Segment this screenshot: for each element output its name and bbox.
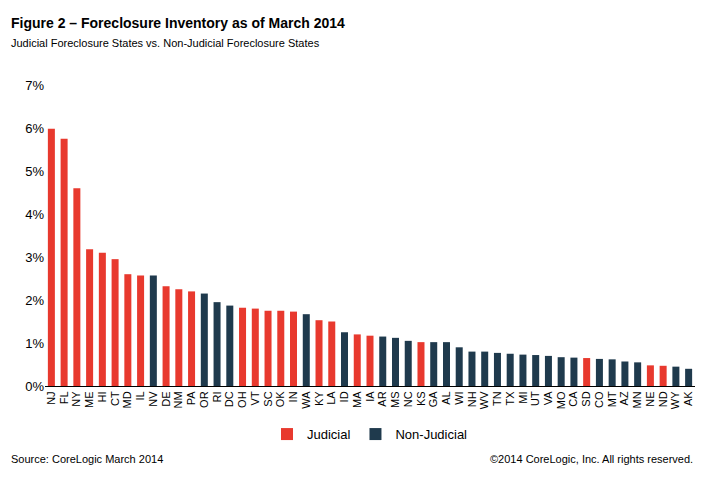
- svg-text:Non-Judicial: Non-Judicial: [395, 427, 467, 442]
- svg-text:7%: 7%: [25, 78, 44, 93]
- svg-text:AL: AL: [440, 391, 452, 404]
- svg-text:DE: DE: [160, 391, 172, 406]
- svg-text:IL: IL: [134, 391, 146, 400]
- svg-text:NM: NM: [172, 391, 184, 408]
- svg-text:VA: VA: [542, 391, 554, 406]
- svg-text:UT: UT: [529, 391, 541, 406]
- svg-text:Judicial: Judicial: [307, 427, 350, 442]
- svg-text:CT: CT: [109, 391, 121, 406]
- svg-text:MN: MN: [631, 391, 643, 408]
- svg-text:MS: MS: [389, 391, 401, 408]
- svg-text:Source: CoreLogic March 2014: Source: CoreLogic March 2014: [11, 453, 163, 465]
- svg-text:4%: 4%: [25, 207, 44, 222]
- svg-text:5%: 5%: [25, 164, 44, 179]
- svg-text:0%: 0%: [25, 379, 44, 394]
- svg-text:SD: SD: [580, 391, 592, 406]
- svg-text:NV: NV: [147, 391, 159, 407]
- svg-text:GA: GA: [427, 391, 439, 408]
- svg-text:WV: WV: [478, 391, 490, 409]
- svg-text:ID: ID: [338, 391, 350, 402]
- svg-text:6%: 6%: [25, 121, 44, 136]
- svg-text:AK: AK: [682, 391, 694, 406]
- svg-text:PA: PA: [185, 391, 197, 406]
- svg-text:WY: WY: [669, 391, 681, 409]
- svg-text:MT: MT: [606, 391, 618, 407]
- svg-text:NC: NC: [402, 391, 414, 407]
- svg-text:TN: TN: [491, 391, 503, 406]
- svg-text:IN: IN: [287, 391, 299, 402]
- svg-text:NH: NH: [466, 391, 478, 407]
- svg-text:SC: SC: [262, 391, 274, 406]
- svg-text:MI: MI: [517, 391, 529, 403]
- svg-text:CA: CA: [567, 391, 579, 407]
- svg-text:FL: FL: [58, 391, 70, 404]
- svg-text:HI: HI: [96, 391, 108, 402]
- svg-text:Judicial Foreclosure States vs: Judicial Foreclosure States vs. Non-Judi…: [11, 37, 320, 49]
- svg-text:TX: TX: [504, 391, 516, 406]
- svg-text:NY: NY: [70, 391, 82, 407]
- svg-text:KS: KS: [415, 391, 427, 406]
- svg-text:©2014 CoreLogic, Inc. All righ: ©2014 CoreLogic, Inc. All rights reserve…: [490, 453, 693, 465]
- svg-text:MO: MO: [555, 391, 567, 409]
- svg-text:AZ: AZ: [618, 391, 630, 405]
- svg-text:WA: WA: [300, 391, 312, 409]
- svg-text:OK: OK: [274, 391, 286, 408]
- svg-text:RI: RI: [211, 391, 223, 402]
- svg-text:WI: WI: [453, 391, 465, 404]
- svg-text:Figure 2 – Foreclosure Invento: Figure 2 – Foreclosure Inventory as of M…: [11, 15, 345, 31]
- svg-text:3%: 3%: [25, 250, 44, 265]
- svg-text:CO: CO: [593, 391, 605, 408]
- svg-text:MD: MD: [121, 391, 133, 408]
- svg-text:LA: LA: [325, 391, 337, 405]
- svg-text:DC: DC: [223, 391, 235, 407]
- svg-text:ME: ME: [83, 391, 95, 408]
- svg-text:2%: 2%: [25, 293, 44, 308]
- svg-text:AR: AR: [376, 391, 388, 406]
- svg-text:KY: KY: [313, 391, 325, 406]
- svg-text:IA: IA: [364, 391, 376, 402]
- svg-text:ND: ND: [657, 391, 669, 407]
- svg-text:1%: 1%: [25, 336, 44, 351]
- svg-text:NJ: NJ: [45, 391, 57, 404]
- svg-text:OR: OR: [198, 391, 210, 408]
- svg-text:MA: MA: [351, 391, 363, 408]
- svg-text:OH: OH: [236, 391, 248, 408]
- svg-text:NE: NE: [644, 391, 656, 406]
- svg-text:VT: VT: [249, 391, 261, 405]
